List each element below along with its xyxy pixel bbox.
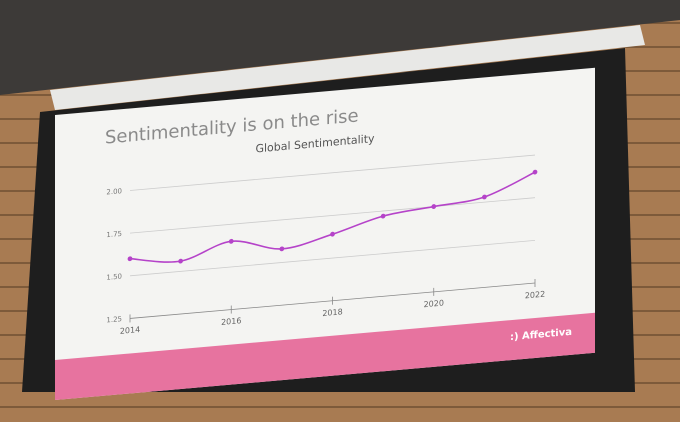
data-point	[330, 231, 335, 237]
data-point	[279, 246, 285, 252]
data-point	[481, 194, 487, 200]
y-tick-label: 1.50	[106, 272, 122, 282]
x-tick-label: 2022	[525, 290, 545, 301]
data-point	[228, 238, 234, 244]
data-point	[431, 204, 437, 209]
ceiling	[0, 0, 680, 95]
slide-footer-band	[55, 312, 595, 400]
data-point	[380, 213, 386, 219]
data-point	[532, 169, 538, 175]
x-tick-label: 2018	[322, 307, 342, 318]
y-tick-label: 2.00	[106, 186, 122, 196]
grid-line	[130, 154, 535, 191]
grid-line	[130, 239, 535, 277]
x-tick-label: 2020	[424, 298, 444, 309]
grid-line	[130, 197, 535, 234]
y-tick-label: 1.75	[106, 229, 122, 239]
logo: :) Affectiva	[510, 327, 572, 343]
data-point	[127, 256, 133, 262]
x-tick-label: 2014	[120, 325, 140, 336]
screen-casing	[50, 25, 645, 110]
slide: Sentimentality is on the rise Global Sen…	[55, 67, 595, 400]
x-tick-label: 2016	[221, 316, 241, 327]
y-tick-label: 1.25	[106, 314, 122, 324]
data-point	[178, 258, 184, 264]
slide-bg	[55, 67, 595, 400]
